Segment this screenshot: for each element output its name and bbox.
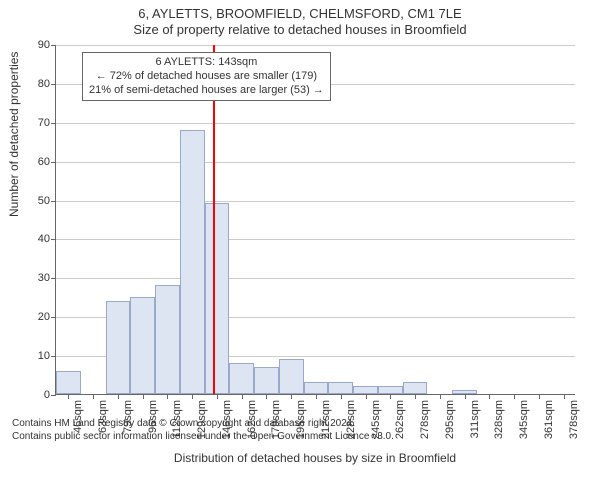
footer-line2: Contains public sector information licen…	[12, 431, 394, 444]
annotation-line: 6 AYLETTS: 143sqm	[89, 56, 324, 70]
histogram-bar	[180, 130, 205, 394]
x-tick	[489, 394, 490, 399]
histogram-bar	[155, 285, 180, 394]
x-tick-label: 361sqm	[543, 400, 555, 439]
y-gridline	[56, 201, 575, 202]
x-tick	[192, 394, 193, 399]
y-tick-label: 80	[38, 78, 56, 90]
x-tick	[390, 394, 391, 399]
x-tick	[514, 394, 515, 399]
histogram-bar	[205, 203, 230, 394]
x-tick-label: 295sqm	[444, 400, 456, 439]
y-tick-label: 20	[38, 311, 56, 323]
histogram-bar	[279, 359, 304, 394]
x-tick	[242, 394, 243, 399]
x-tick	[68, 394, 69, 399]
x-tick-label: 262sqm	[394, 400, 406, 439]
y-tick-label: 90	[38, 39, 56, 51]
x-tick	[316, 394, 317, 399]
chart-area: Number of detached properties 0102030405…	[0, 37, 600, 447]
histogram-bar	[378, 386, 403, 394]
histogram-bar	[304, 382, 329, 394]
x-axis-label: Distribution of detached houses by size …	[55, 451, 575, 465]
x-tick-label: 378sqm	[568, 400, 580, 439]
histogram-bar	[56, 371, 81, 394]
y-tick-label: 10	[38, 350, 56, 362]
x-tick	[415, 394, 416, 399]
x-tick-label: 311sqm	[469, 400, 481, 438]
x-tick	[341, 394, 342, 399]
annotation-line: 21% of semi-detached houses are larger (…	[89, 84, 324, 98]
x-tick	[167, 394, 168, 399]
histogram-bar	[403, 382, 428, 394]
x-tick	[93, 394, 94, 399]
y-tick-label: 60	[38, 156, 56, 168]
address-title: 6, AYLETTS, BROOMFIELD, CHELMSFORD, CM1 …	[0, 6, 600, 21]
histogram-bar	[353, 386, 378, 394]
histogram-bar	[106, 301, 131, 394]
histogram-bar	[328, 382, 353, 394]
x-tick	[217, 394, 218, 399]
subtitle: Size of property relative to detached ho…	[0, 22, 600, 37]
footer-line1: Contains HM Land Registry data © Crown c…	[12, 418, 394, 431]
footer: Contains HM Land Registry data © Crown c…	[12, 418, 394, 443]
y-gridline	[56, 123, 575, 124]
y-gridline	[56, 45, 575, 46]
y-gridline	[56, 239, 575, 240]
x-tick	[539, 394, 540, 399]
x-tick-label: 278sqm	[419, 400, 431, 439]
title-block: 6, AYLETTS, BROOMFIELD, CHELMSFORD, CM1 …	[0, 0, 600, 37]
x-tick	[118, 394, 119, 399]
annotation-line: ← 72% of detached houses are smaller (17…	[89, 70, 324, 84]
x-tick-label: 328sqm	[493, 400, 505, 439]
histogram-bar	[254, 367, 279, 394]
x-tick-label: 345sqm	[518, 400, 530, 439]
x-tick	[440, 394, 441, 399]
y-gridline	[56, 278, 575, 279]
y-gridline	[56, 162, 575, 163]
x-tick	[266, 394, 267, 399]
x-tick	[291, 394, 292, 399]
histogram-bar	[130, 297, 155, 394]
x-tick	[465, 394, 466, 399]
x-tick	[143, 394, 144, 399]
annotation-box: 6 AYLETTS: 143sqm← 72% of detached house…	[82, 52, 331, 101]
y-tick-label: 30	[38, 272, 56, 284]
y-tick-label: 0	[44, 389, 56, 401]
y-tick-label: 70	[38, 117, 56, 129]
y-tick-label: 40	[38, 233, 56, 245]
x-tick	[564, 394, 565, 399]
x-tick	[366, 394, 367, 399]
y-tick-label: 50	[38, 195, 56, 207]
histogram-bar	[229, 363, 254, 394]
y-axis-label: Number of detached properties	[7, 52, 21, 217]
plot-area: 010203040506070809046sqm63sqm79sqm96sqm1…	[55, 45, 575, 395]
